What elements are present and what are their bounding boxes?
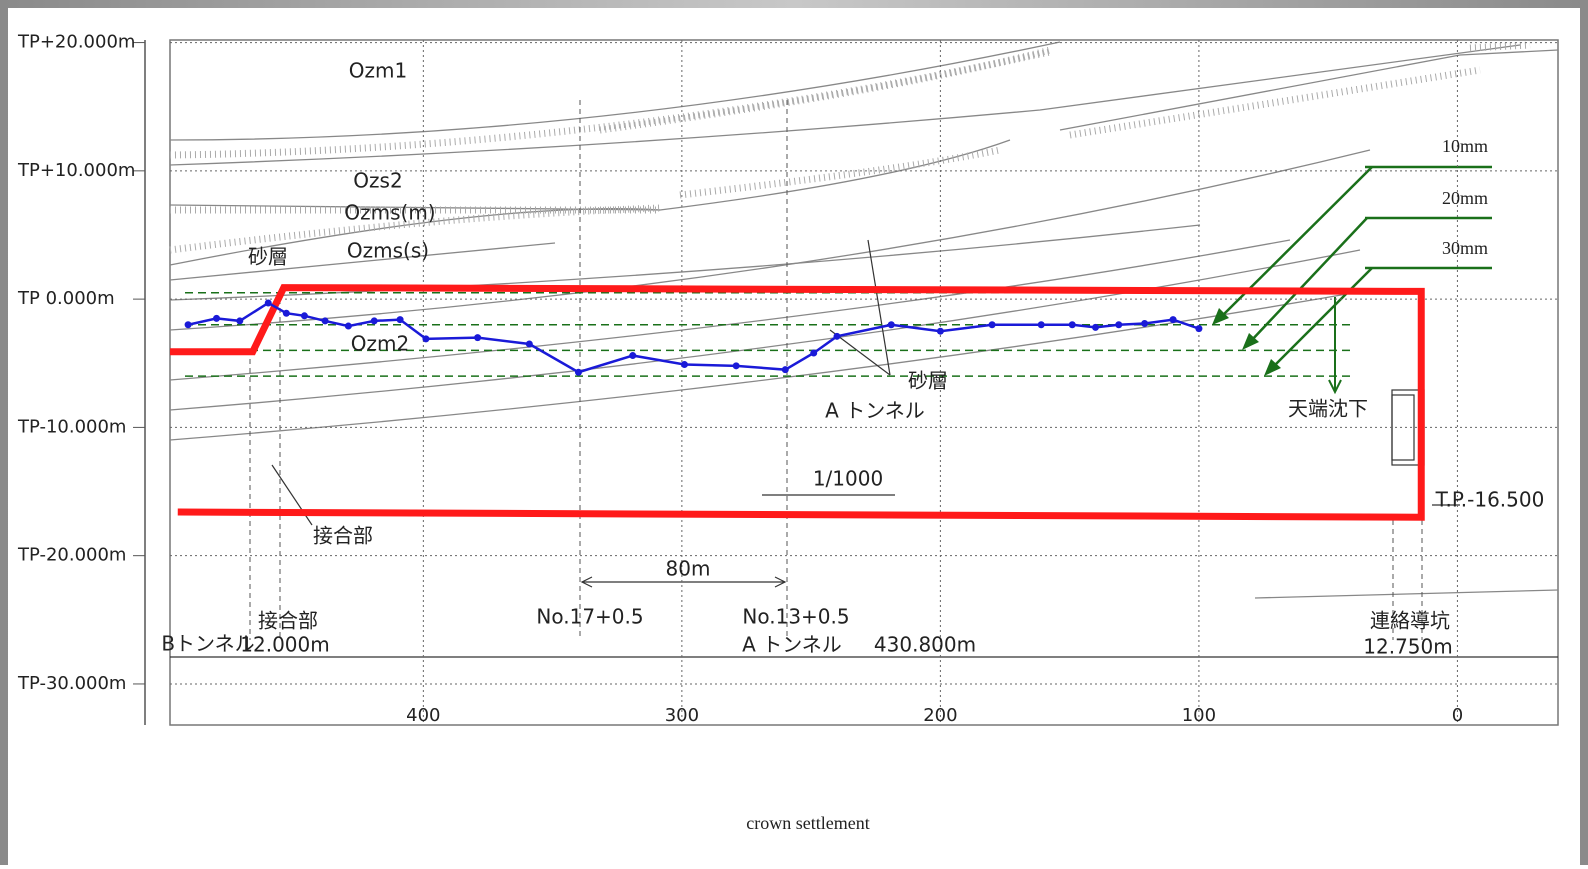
x-tick-label: 100 (1182, 705, 1216, 726)
annotation: A トンネル (825, 399, 925, 423)
annotation: T.P.-16.500 (1435, 488, 1545, 512)
leaders (170, 239, 1558, 658)
y-tick-label: TP-30.000m (17, 673, 126, 694)
x-tick-label: 200 (923, 705, 957, 726)
point (422, 335, 430, 343)
point (1092, 323, 1100, 331)
point (732, 362, 740, 370)
point (370, 317, 378, 325)
point (184, 321, 192, 329)
annotation: Bトンネル (161, 632, 254, 656)
annotation: No.13+0.5 (742, 605, 849, 629)
annotation: 430.800m (874, 633, 976, 657)
chart: TP+20.000m TP+10.000m TP 0.000m TP-10.000m T… (17, 32, 1558, 833)
caption: crown settlement (746, 813, 869, 833)
point (321, 317, 329, 325)
sand-layers (169, 41, 1531, 254)
annotation: Ozms(m) (344, 201, 435, 225)
x-tick-label: 0 (1452, 705, 1463, 726)
point (680, 361, 688, 369)
x-tick-label: 400 (406, 705, 440, 726)
annotation: A トンネル (742, 633, 842, 657)
point (833, 332, 841, 340)
annotation: 12.750m (1363, 635, 1452, 659)
x-tick-label: 300 (665, 705, 699, 726)
annotation: 天端沈下 (1288, 397, 1368, 421)
tunnel-outline (170, 284, 1425, 521)
reference-label: 10mm (1442, 136, 1488, 156)
point (396, 316, 404, 324)
page (8, 8, 1580, 865)
point (300, 312, 308, 320)
y-tick-label: TP+10.000m (17, 160, 135, 181)
point (474, 334, 482, 342)
point (810, 349, 818, 357)
strata (169, 41, 1559, 599)
point (344, 322, 352, 330)
point (781, 366, 789, 374)
annotation: Ozm1 (349, 59, 407, 83)
annotation: 12.000m (240, 633, 329, 657)
point (213, 314, 221, 322)
y-tick-label: TP+20.000m (17, 32, 135, 53)
annotation: 接合部 (258, 609, 318, 633)
point (988, 321, 996, 329)
point (1068, 321, 1076, 329)
annotation: 1/1000 (813, 467, 883, 491)
reference-label: 30mm (1442, 238, 1488, 258)
point (525, 340, 533, 348)
annotation: 80m (666, 557, 711, 581)
point (936, 327, 944, 335)
annotation: 砂層 (248, 245, 288, 269)
annotation: 砂層 (908, 369, 948, 393)
point (887, 321, 895, 329)
annotation: Ozs2 (353, 169, 402, 193)
point (1141, 319, 1149, 327)
point (1195, 325, 1203, 333)
point (282, 309, 290, 317)
plot-frame (169, 39, 1559, 726)
y-tick-label: TP-10.000m (17, 416, 126, 437)
point (574, 368, 582, 376)
point (264, 299, 272, 307)
annotation: 連絡導坑 (1370, 609, 1450, 633)
annotation: Ozms(s) (347, 239, 429, 263)
point (1037, 321, 1045, 329)
point (629, 352, 637, 360)
annotation: No.17+0.5 (536, 605, 643, 629)
y-tick-label: TP 0.000m (17, 288, 115, 309)
annotation: 接合部 (313, 524, 373, 548)
annotation: Ozm2 (351, 332, 409, 356)
point (236, 317, 244, 325)
point (1115, 321, 1123, 329)
point (1169, 316, 1177, 324)
reference-label: 20mm (1442, 188, 1488, 208)
y-tick-label: TP-20.000m (17, 545, 126, 566)
